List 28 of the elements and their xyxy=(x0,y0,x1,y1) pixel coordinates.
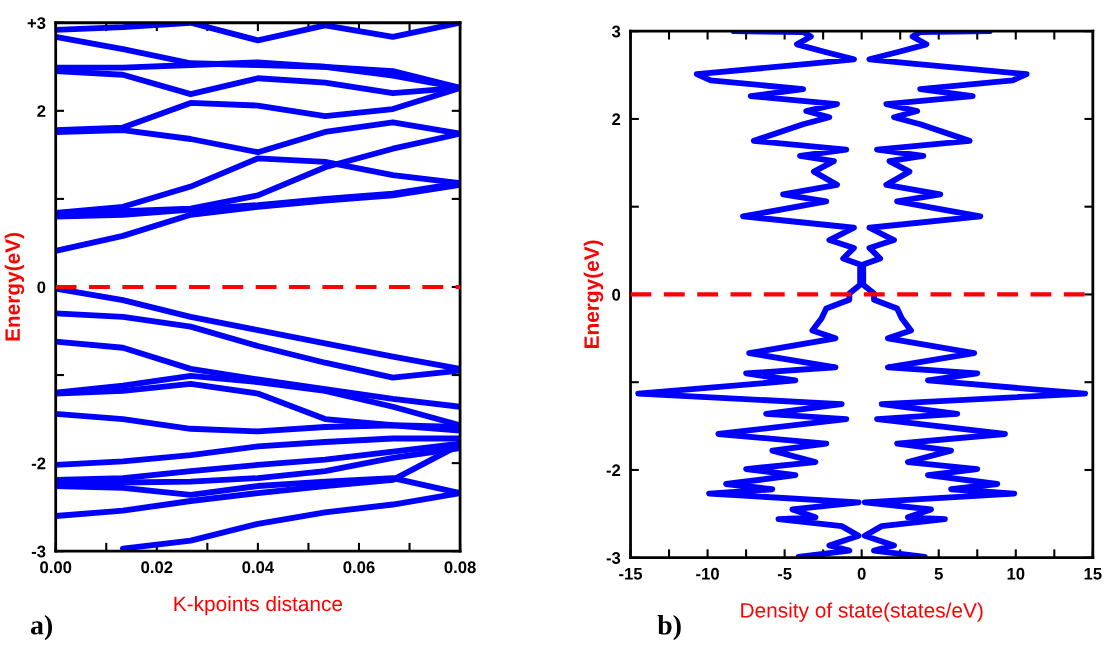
x-tick-label: -10 xyxy=(696,567,719,580)
y-tick-label: 3 xyxy=(611,25,621,38)
y-tick-label: 0 xyxy=(37,281,46,294)
y-tick-label: 0 xyxy=(612,288,621,301)
y-tick-label: 2 xyxy=(37,105,46,117)
y-tick-label: -2 xyxy=(606,464,621,476)
x-tick-label: 0.02 xyxy=(141,561,173,574)
x-axis-title: Density of state(states/eV) xyxy=(741,602,983,622)
x-tick-label: 0.00 xyxy=(40,561,72,574)
x-axis-title: K-kpoints distance xyxy=(174,595,343,616)
y-tick-label: -3 xyxy=(31,545,46,558)
x-tick-label: 0.08 xyxy=(444,561,476,574)
x-tick-label: 5 xyxy=(934,568,943,580)
y-axis-title: Energy(eV) xyxy=(583,240,604,349)
x-tick-label: -5 xyxy=(777,568,792,580)
y-axis-title: Energy(eV) xyxy=(4,233,25,341)
text: b) xyxy=(657,615,681,641)
x-tick-label: 15 xyxy=(1084,568,1102,580)
text: a) xyxy=(30,615,52,641)
y-tick-label: -2 xyxy=(31,457,46,470)
y-tick-label: -3 xyxy=(606,552,621,564)
x-tick-label: 0 xyxy=(857,567,866,580)
y-tick-label: 2 xyxy=(612,113,621,125)
x-tick-label: 0.06 xyxy=(343,561,375,574)
x-tick-label: -15 xyxy=(619,568,643,580)
x-tick-label: 10 xyxy=(1007,567,1025,580)
x-tick-label: 0.04 xyxy=(242,561,275,574)
y-tick-label: +3 xyxy=(27,17,46,29)
